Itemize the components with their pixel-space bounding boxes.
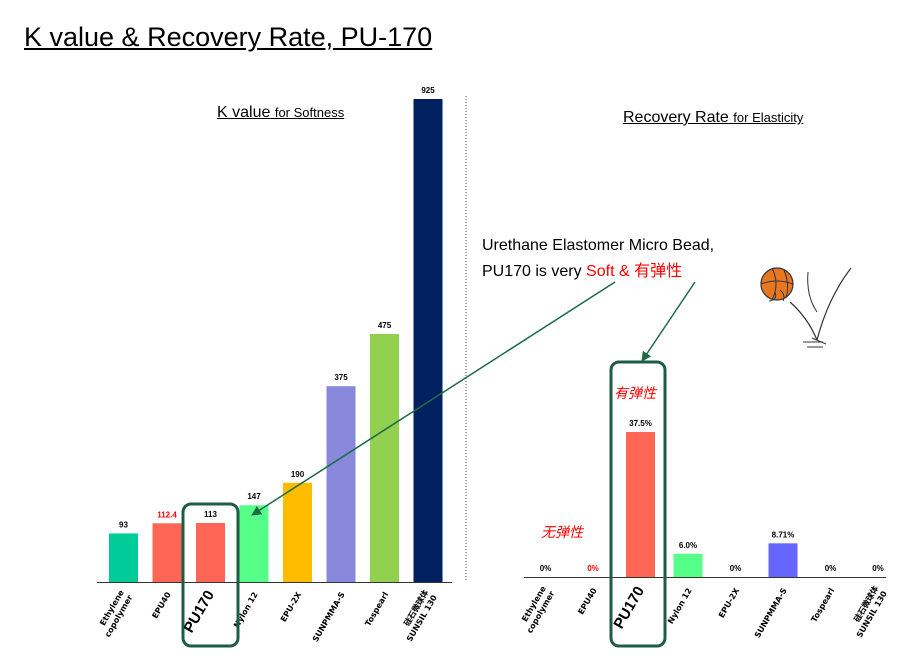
recovery-category-label-ethylene-copolymer: Ethylenecopolymer <box>516 584 556 635</box>
k-value-heading-sub: for Softness <box>274 105 345 120</box>
bouncing-ball-illustration <box>760 267 852 348</box>
recovery-category-label-pu170: PU170 <box>610 584 648 632</box>
recovery-value-label-epu40: 0% <box>587 564 599 573</box>
k-category-label-nylon-12: Nylon 12 <box>232 591 260 630</box>
k-category-label-epu40: EPU40 <box>150 590 172 620</box>
recovery-value-label-tospearl: 0% <box>825 564 837 573</box>
k-bar-sunsil-130 <box>413 99 443 582</box>
k-bar-epu40 <box>152 523 182 582</box>
recovery-rate-heading-main: Recovery Rate <box>623 109 729 126</box>
inelastic-annotation: 无弹性 <box>541 525 585 541</box>
callout-prefix: PU170 is very <box>482 263 582 280</box>
k-value-heading: K value for Softness <box>217 104 344 122</box>
recovery-rate-heading: Recovery Rate for Elasticity <box>623 109 803 127</box>
pu170-highlight-box-k <box>181 502 240 648</box>
recovery-category-label-tospearl: Tospearl <box>809 586 836 624</box>
k-bar-ethylene-copolymer <box>109 533 138 582</box>
arrow-to-k-value <box>251 281 616 516</box>
recovery-category-label-sunpmma-s: SUNPMMA-S <box>753 586 789 639</box>
recovery-rate-heading-sub: for Elasticity <box>733 110 804 125</box>
recovery-category-label-epu40: EPU40 <box>576 586 598 616</box>
k-bar-nylon-12 <box>239 505 269 582</box>
k-bar-tospearl <box>370 333 399 582</box>
callout-text: Urethane Elastomer Micro Bead, PU170 is … <box>482 233 714 285</box>
k-value-label-epu-2x: 190 <box>291 470 305 479</box>
arrow-to-recovery <box>641 281 696 362</box>
recovery-category-label-epu-2x: EPU-2X <box>717 586 742 620</box>
recovery-bar-pu170 <box>626 432 655 577</box>
k-value-label-nylon-12: 147 <box>247 492 261 501</box>
recovery-category-label-sunsil-130: 硅石微球体SUNSIL 130 <box>845 583 889 639</box>
k-value-label-ethylene-copolymer: 93 <box>119 520 128 529</box>
k-value-label-sunpmma-s: 375 <box>334 373 348 382</box>
k-value-label-sunsil-130: 925 <box>421 86 435 95</box>
callout-line-2: PU170 is very Soft & 有弹性 <box>482 259 714 285</box>
k-category-label-pu170: PU170 <box>180 588 218 636</box>
recovery-value-label-sunsil-130: 0% <box>872 564 884 573</box>
k-value-chart: 93 Ethylenecopolymer 112.4 EPU40 113 PU170 147… <box>94 86 452 644</box>
recovery-value-label-epu-2x: 0% <box>730 564 742 573</box>
k-category-label-sunpmma-s: SUNPMMA-S <box>311 590 347 643</box>
pu170-highlight-box-recovery <box>609 360 667 648</box>
k-value-heading-main: K value <box>217 104 271 121</box>
k-bar-epu-2x <box>283 482 312 582</box>
k-value-label-tospearl: 475 <box>378 321 392 330</box>
recovery-bar-nylon-12 <box>673 553 703 577</box>
elastic-annotation: 有弹性 <box>614 386 658 402</box>
k-bar-sunpmma-s <box>326 386 356 582</box>
k-value-label-pu170: 113 <box>204 510 217 519</box>
recovery-value-label-pu170: 37.5% <box>629 419 652 428</box>
recovery-value-label-nylon-12: 6.0% <box>679 541 697 550</box>
k-bar-pu170 <box>196 522 225 582</box>
recovery-value-label-ethylene-copolymer: 0% <box>540 564 552 573</box>
basketball-icon <box>760 267 794 301</box>
recovery-value-label-sunpmma-s: 8.71% <box>772 530 795 539</box>
k-value-label-epu40: 112.4 <box>157 510 177 519</box>
page-title: K value & Recovery Rate, PU-170 <box>24 22 433 52</box>
k-category-label-epu-2x: EPU-2X <box>279 590 304 624</box>
k-category-label-tospearl: Tospearl <box>363 590 390 628</box>
recovery-category-label-nylon-12: Nylon 12 <box>666 587 694 626</box>
k-category-label-sunsil-130: 硅石微球体SUNSIL 130 <box>395 587 439 643</box>
k-category-label-ethylene-copolymer: Ethylenecopolymer <box>94 588 134 639</box>
recovery-bar-sunpmma-s <box>768 543 798 577</box>
callout-highlight: Soft & 有弹性 <box>586 263 683 280</box>
callout-line-1: Urethane Elastomer Micro Bead, <box>482 237 715 254</box>
